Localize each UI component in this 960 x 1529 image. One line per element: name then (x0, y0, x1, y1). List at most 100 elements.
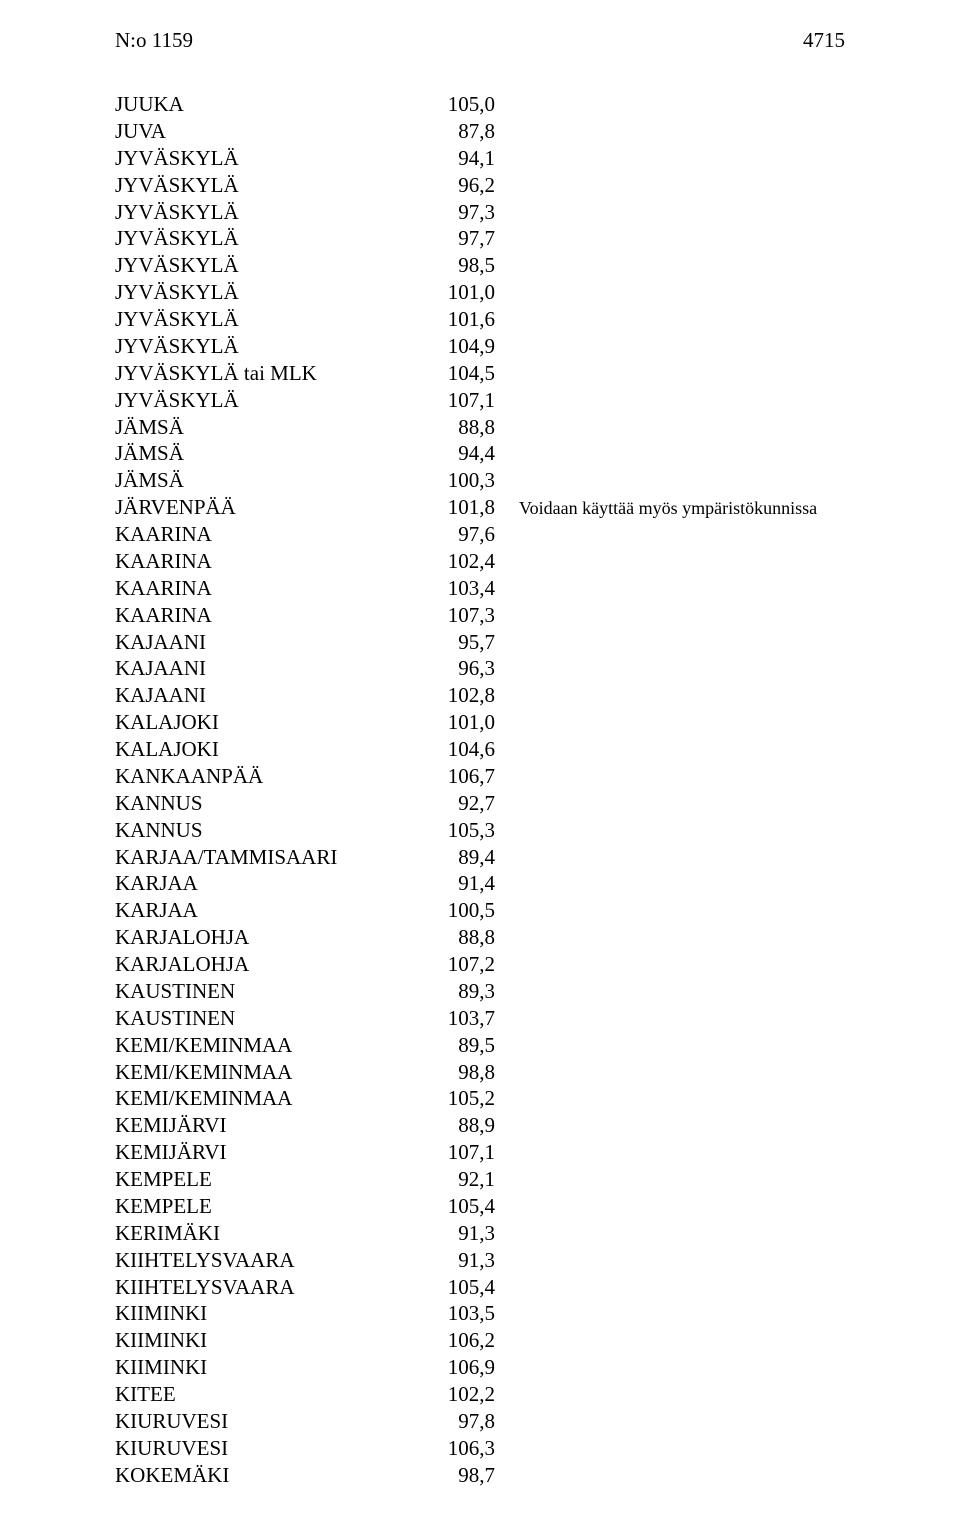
table-row: JYVÄSKYLÄ97,3 (115, 199, 845, 226)
row-name: KIURUVESI (115, 1435, 425, 1462)
table-row: KIIHTELYSVAARA91,3 (115, 1247, 845, 1274)
table-row: KIIMINKI106,2 (115, 1327, 845, 1354)
row-name: KEMI/KEMINMAA (115, 1059, 425, 1086)
row-name: KIIMINKI (115, 1300, 425, 1327)
row-value: 107,2 (425, 951, 495, 978)
row-value: 100,3 (425, 467, 495, 494)
row-name: KIIMINKI (115, 1327, 425, 1354)
table-row: JYVÄSKYLÄ101,6 (115, 306, 845, 333)
row-value: 105,0 (425, 91, 495, 118)
page-header: N:o 1159 4715 (115, 28, 845, 53)
row-value: 106,3 (425, 1435, 495, 1462)
row-value: 98,8 (425, 1059, 495, 1086)
table-row: JÄMSÄ88,8 (115, 414, 845, 441)
row-value: 88,8 (425, 414, 495, 441)
table-row: KAARINA103,4 (115, 575, 845, 602)
row-value: 105,2 (425, 1085, 495, 1112)
row-name: KAARINA (115, 602, 425, 629)
row-name: JYVÄSKYLÄ (115, 145, 425, 172)
row-value: 97,7 (425, 225, 495, 252)
row-value: 91,4 (425, 870, 495, 897)
row-name: JÄMSÄ (115, 440, 425, 467)
table-row: KANNUS92,7 (115, 790, 845, 817)
table-row: JÄRVENPÄÄ101,8Voidaan käyttää myös ympär… (115, 494, 845, 521)
row-name: KAJAANI (115, 629, 425, 656)
row-name: KIURUVESI (115, 1408, 425, 1435)
table-row: KEMI/KEMINMAA89,5 (115, 1032, 845, 1059)
row-value: 104,5 (425, 360, 495, 387)
row-name: JYVÄSKYLÄ (115, 199, 425, 226)
row-value: 100,5 (425, 897, 495, 924)
row-value: 106,7 (425, 763, 495, 790)
row-value: 102,4 (425, 548, 495, 575)
row-value: 104,9 (425, 333, 495, 360)
row-name: KEMI/KEMINMAA (115, 1032, 425, 1059)
table-row: KAARINA102,4 (115, 548, 845, 575)
row-value: 101,6 (425, 306, 495, 333)
table-row: JYVÄSKYLÄ94,1 (115, 145, 845, 172)
row-value: 106,9 (425, 1354, 495, 1381)
row-note: Voidaan käyttää myös ympäristökunnissa (519, 497, 817, 520)
row-name: KAJAANI (115, 682, 425, 709)
row-name: KANNUS (115, 817, 425, 844)
table-row: JYVÄSKYLÄ104,9 (115, 333, 845, 360)
row-name: KARJAA/TAMMISAARI (115, 844, 425, 871)
row-name: KEMIJÄRVI (115, 1139, 425, 1166)
row-name: KARJAA (115, 870, 425, 897)
row-name: JYVÄSKYLÄ (115, 333, 425, 360)
table-row: KIURUVESI106,3 (115, 1435, 845, 1462)
row-value: 107,3 (425, 602, 495, 629)
row-name: KALAJOKI (115, 709, 425, 736)
table-row: KARJALOHJA88,8 (115, 924, 845, 951)
table-row: KOKEMÄKI98,7 (115, 1462, 845, 1489)
table-row: KANKAANPÄÄ106,7 (115, 763, 845, 790)
row-value: 88,8 (425, 924, 495, 951)
table-row: KEMIJÄRVI107,1 (115, 1139, 845, 1166)
row-name: JÄRVENPÄÄ (115, 494, 425, 521)
row-value: 107,1 (425, 387, 495, 414)
row-value: 98,7 (425, 1462, 495, 1489)
row-value: 103,5 (425, 1300, 495, 1327)
row-value: 103,4 (425, 575, 495, 602)
row-name: KIIHTELYSVAARA (115, 1247, 425, 1274)
row-name: KARJAA (115, 897, 425, 924)
row-value: 105,3 (425, 817, 495, 844)
table-row: KALAJOKI104,6 (115, 736, 845, 763)
row-name: KEMI/KEMINMAA (115, 1085, 425, 1112)
table-row: JYVÄSKYLÄ96,2 (115, 172, 845, 199)
row-name: KARJALOHJA (115, 951, 425, 978)
row-value: 94,4 (425, 440, 495, 467)
row-value: 105,4 (425, 1274, 495, 1301)
table-row: KEMI/KEMINMAA105,2 (115, 1085, 845, 1112)
table-row: KAARINA107,3 (115, 602, 845, 629)
row-name: JYVÄSKYLÄ (115, 279, 425, 306)
row-value: 105,4 (425, 1193, 495, 1220)
table-row: KAJAANI102,8 (115, 682, 845, 709)
row-value: 91,3 (425, 1247, 495, 1274)
row-name: KEMIJÄRVI (115, 1112, 425, 1139)
row-value: 98,5 (425, 252, 495, 279)
header-right: 4715 (803, 28, 845, 53)
table-row: JYVÄSKYLÄ107,1 (115, 387, 845, 414)
table-row: KARJAA100,5 (115, 897, 845, 924)
row-value: 101,0 (425, 709, 495, 736)
row-name: JÄMSÄ (115, 467, 425, 494)
table-row: KERIMÄKI91,3 (115, 1220, 845, 1247)
row-value: 95,7 (425, 629, 495, 656)
row-name: KEMPELE (115, 1166, 425, 1193)
table-row: KARJAA91,4 (115, 870, 845, 897)
row-value: 97,6 (425, 521, 495, 548)
row-value: 101,0 (425, 279, 495, 306)
row-value: 89,4 (425, 844, 495, 871)
table-row: JYVÄSKYLÄ101,0 (115, 279, 845, 306)
table-row: KEMIJÄRVI88,9 (115, 1112, 845, 1139)
row-name: KARJALOHJA (115, 924, 425, 951)
table-row: KALAJOKI101,0 (115, 709, 845, 736)
row-name: JYVÄSKYLÄ (115, 172, 425, 199)
table-row: KANNUS105,3 (115, 817, 845, 844)
table-row: KAUSTINEN89,3 (115, 978, 845, 1005)
row-name: KAARINA (115, 575, 425, 602)
table-row: KIURUVESI97,8 (115, 1408, 845, 1435)
table-row: KEMPELE92,1 (115, 1166, 845, 1193)
table-row: KAARINA97,6 (115, 521, 845, 548)
